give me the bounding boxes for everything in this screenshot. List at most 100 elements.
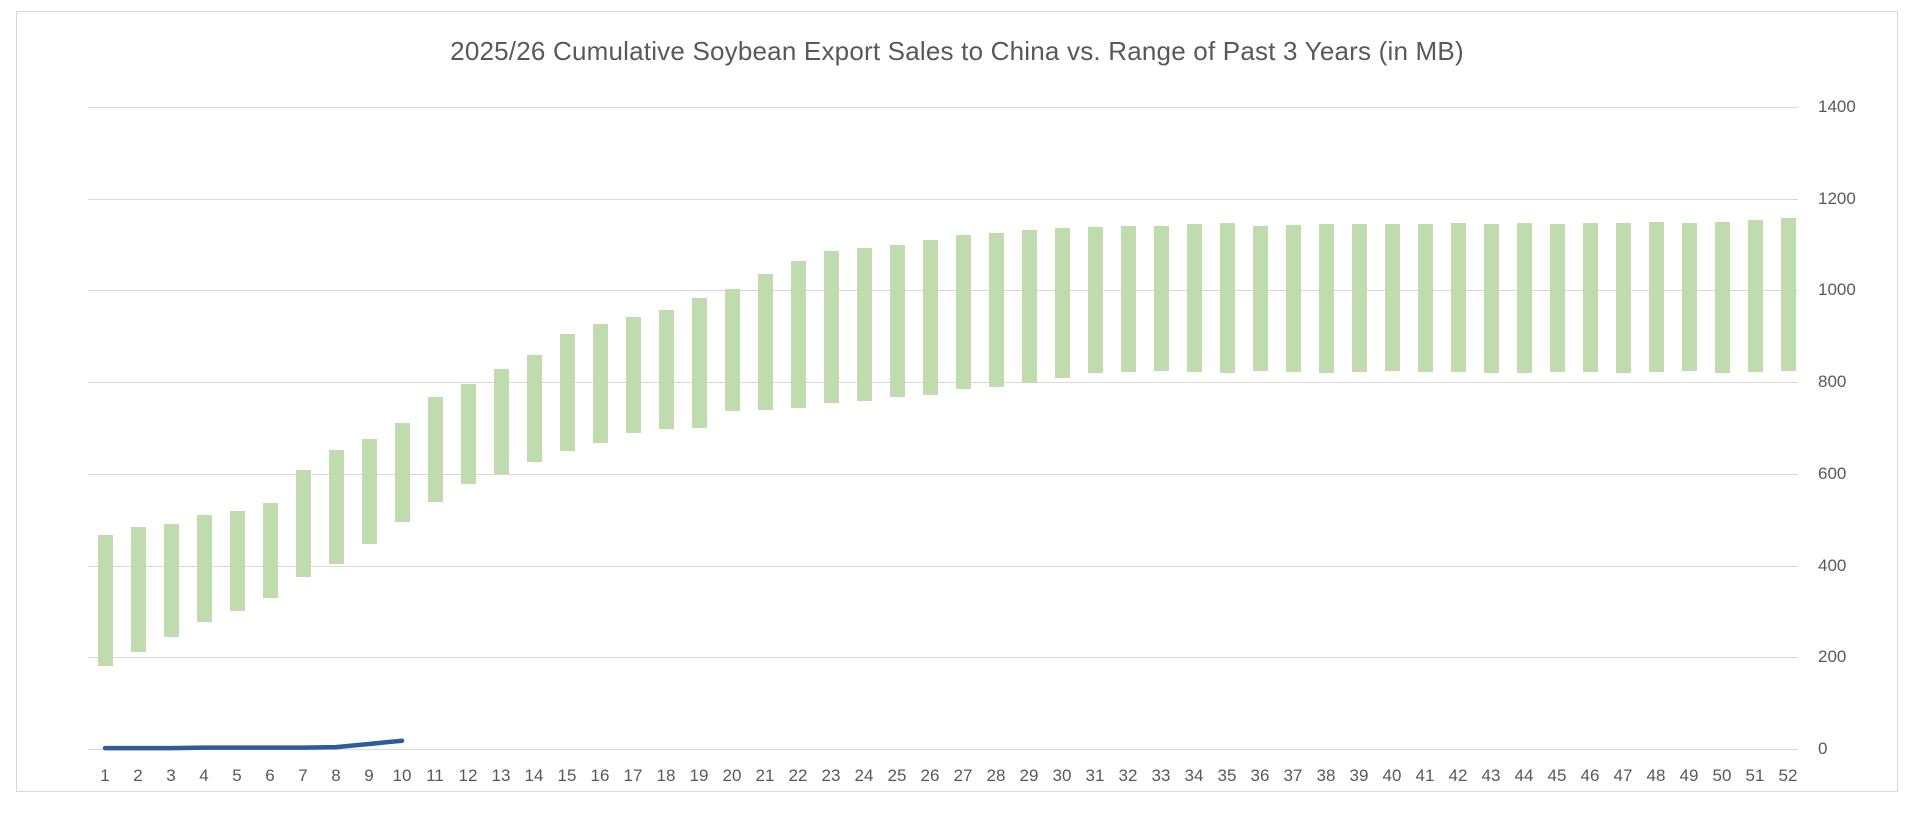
x-tick-label: 5: [232, 766, 242, 785]
range-bar-week-4: [196, 514, 212, 623]
range-bar-week-2: [130, 526, 146, 652]
range-bar-week-49: [1681, 222, 1697, 372]
x-tick-label: 27: [953, 766, 973, 785]
gridline-800: [88, 382, 1798, 384]
range-bar-week-40: [1384, 224, 1400, 372]
range-bar-week-42: [1450, 223, 1466, 373]
range-bar-week-36: [1252, 226, 1268, 372]
gridline-1200: [88, 198, 1798, 200]
range-bar-week-5: [229, 511, 245, 612]
range-bar-week-38: [1318, 224, 1334, 373]
range-bar-week-22: [790, 260, 806, 409]
x-tick-label: 45: [1547, 766, 1567, 785]
x-tick-label: 44: [1514, 766, 1534, 785]
y-tick-label: 1000: [1818, 280, 1856, 300]
x-tick-label: 51: [1745, 766, 1765, 785]
chart-title: 2025/26 Cumulative Soybean Export Sales …: [450, 36, 1464, 66]
range-bar-week-24: [856, 247, 872, 401]
x-tick-label: 9: [364, 766, 374, 785]
range-bar-week-45: [1549, 224, 1565, 373]
x-tick-label: 41: [1415, 766, 1435, 785]
range-bar-week-9: [361, 438, 377, 544]
y-tick-label: 1400: [1818, 97, 1856, 116]
y-tick-label: 1200: [1818, 188, 1856, 208]
range-bar-week-29: [1021, 229, 1037, 384]
x-tick-label: 36: [1250, 766, 1270, 785]
y-tick-label: 600: [1818, 463, 1847, 483]
range-bar-week-44: [1516, 223, 1532, 373]
range-bar-week-41: [1417, 224, 1433, 373]
gridline-400: [88, 565, 1798, 567]
x-tick-label: 10: [392, 766, 412, 785]
y-tick-label: 400: [1818, 555, 1847, 575]
gridline-200: [88, 657, 1798, 659]
x-tick-label: 38: [1316, 766, 1336, 785]
x-tick-label: 33: [1151, 766, 1171, 785]
y-tick-label: 0: [1818, 739, 1828, 758]
range-bar-week-51: [1747, 220, 1763, 373]
x-tick-label: 3: [166, 766, 176, 785]
range-bar-week-47: [1615, 223, 1631, 373]
x-tick-label: 28: [986, 766, 1006, 785]
range-bar-week-16: [592, 324, 608, 444]
range-bar-week-37: [1285, 225, 1301, 373]
range-bar-week-50: [1714, 222, 1730, 373]
range-bar-week-17: [625, 316, 641, 434]
y-tick-label: 200: [1818, 647, 1847, 667]
x-tick-label: 15: [557, 766, 577, 785]
x-tick-label: 21: [755, 766, 775, 785]
x-tick-label: 1: [100, 766, 110, 785]
x-tick-label: 11: [426, 766, 444, 785]
range-bar-week-21: [757, 274, 773, 410]
range-bar-week-26: [922, 239, 938, 395]
x-tick-label: 25: [887, 766, 907, 785]
x-tick-label: 46: [1580, 766, 1600, 785]
x-tick-label: 20: [722, 766, 742, 785]
x-tick-label: 7: [298, 766, 308, 785]
x-tick-label: 32: [1118, 766, 1138, 785]
range-bar-week-19: [691, 297, 707, 428]
x-tick-label: 42: [1448, 766, 1468, 785]
sales-line: [102, 738, 405, 751]
range-bar-week-12: [460, 383, 476, 485]
range-bar-week-52: [1780, 217, 1796, 371]
range-bar-week-14: [526, 354, 542, 463]
gridline-1000: [88, 290, 1798, 292]
range-bar-week-39: [1351, 224, 1367, 373]
range-bar-week-10: [394, 422, 410, 522]
x-tick-label: 16: [590, 766, 610, 785]
x-tick-label: 12: [458, 766, 478, 785]
range-bar-week-43: [1483, 224, 1499, 373]
x-tick-label: 6: [265, 766, 275, 785]
range-bar-week-25: [889, 244, 905, 398]
range-bar-week-46: [1582, 223, 1598, 373]
x-tick-label: 37: [1283, 766, 1303, 785]
range-bar-week-30: [1054, 227, 1070, 378]
range-bar-week-32: [1120, 226, 1136, 373]
x-tick-label: 24: [854, 766, 874, 785]
x-tick-label: 30: [1052, 766, 1072, 785]
range-bar-week-28: [988, 232, 1004, 388]
range-bar-week-11: [427, 397, 443, 502]
range-bar-week-18: [658, 309, 674, 429]
x-tick-label: 34: [1184, 766, 1204, 785]
range-bar-week-7: [295, 469, 311, 577]
x-tick-label: 4: [199, 766, 209, 785]
x-tick-label: 17: [623, 766, 643, 785]
x-tick-label: 47: [1613, 766, 1633, 785]
x-tick-label: 40: [1382, 766, 1402, 785]
x-tick-label: 13: [491, 766, 511, 785]
range-bar-week-48: [1648, 222, 1664, 373]
x-tick-label: 48: [1646, 766, 1666, 785]
range-bar-week-1: [97, 534, 113, 667]
x-tick-label: 19: [689, 766, 709, 785]
x-tick-label: 49: [1679, 766, 1699, 785]
x-tick-label: 23: [821, 766, 841, 785]
x-tick-label: 35: [1217, 766, 1237, 785]
range-bar-week-13: [493, 368, 509, 474]
x-tick-label: 14: [524, 766, 544, 785]
x-tick-label: 22: [788, 766, 808, 785]
range-bar-week-3: [163, 524, 179, 637]
x-tick-label: 52: [1778, 766, 1798, 785]
range-bar-week-6: [262, 502, 278, 599]
